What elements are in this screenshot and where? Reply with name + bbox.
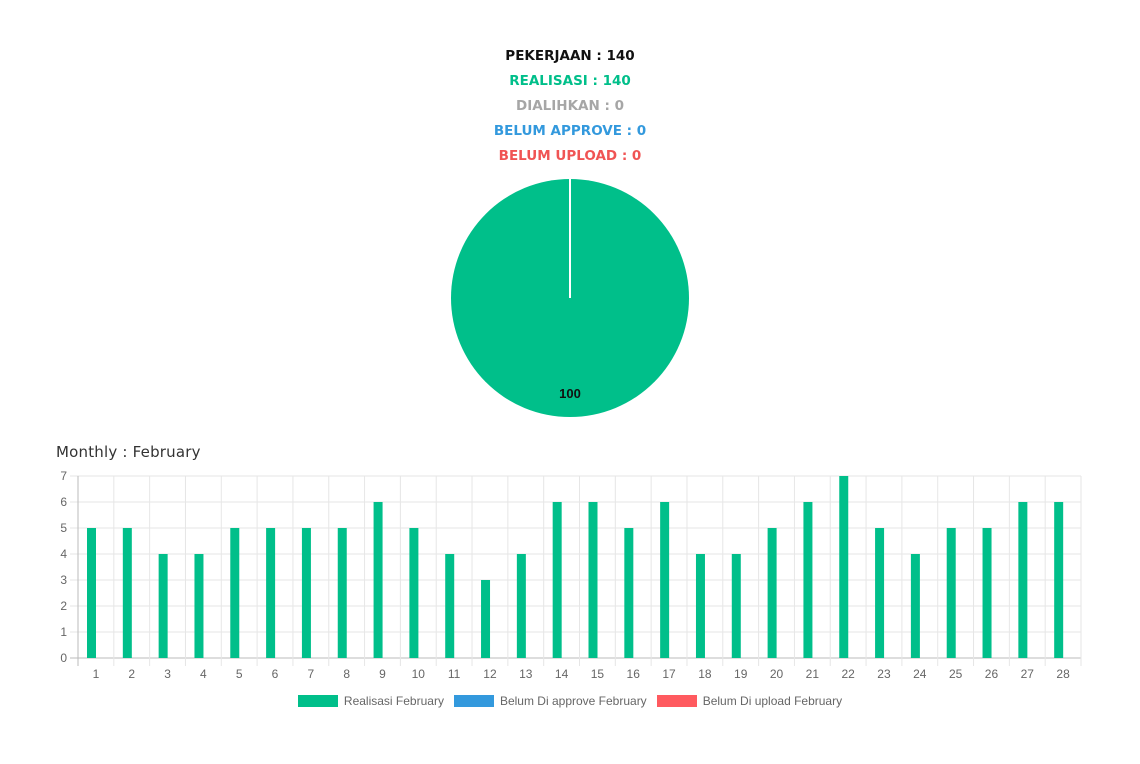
y-tick-label: 3 (60, 573, 67, 587)
x-tick-label: 22 (841, 667, 855, 681)
bar[interactable] (731, 554, 741, 658)
realisasi-count: REALISASI : 140 (509, 73, 631, 89)
bar[interactable] (910, 554, 920, 658)
bar[interactable] (409, 528, 419, 658)
bar[interactable] (301, 528, 311, 658)
bar[interactable] (230, 528, 240, 658)
bar[interactable] (194, 554, 204, 658)
y-tick-label: 6 (60, 495, 67, 509)
bar[interactable] (767, 528, 777, 658)
x-tick-label: 25 (949, 667, 963, 681)
bar[interactable] (122, 528, 132, 658)
bar[interactable] (158, 554, 168, 658)
bar[interactable] (266, 528, 276, 658)
chart-legend: Realisasi February Belum Di approve Febr… (0, 694, 1140, 708)
bar[interactable] (87, 528, 96, 658)
x-tick-label: 11 (448, 667, 461, 681)
y-tick-label: 0 (60, 651, 67, 665)
x-tick-label: 28 (1056, 667, 1070, 681)
legend-label-belum-approve: Belum Di approve February (499, 694, 647, 708)
legend-label-belum-upload: Belum Di upload February (702, 694, 843, 708)
bar[interactable] (1054, 502, 1064, 658)
x-tick-label: 24 (913, 667, 927, 681)
x-tick-label: 12 (483, 667, 497, 681)
bar[interactable] (624, 528, 634, 658)
x-tick-label: 8 (343, 667, 350, 681)
x-tick-label: 1 (93, 667, 100, 681)
y-tick-label: 7 (60, 469, 67, 483)
bar[interactable] (803, 502, 813, 658)
bar[interactable] (552, 502, 562, 658)
x-tick-label: 10 (412, 667, 426, 681)
x-tick-label: 26 (985, 667, 999, 681)
bar[interactable] (660, 502, 670, 658)
monthly-chart-title: Monthly : February (56, 443, 201, 461)
x-tick-label: 16 (627, 667, 641, 681)
bar[interactable] (337, 528, 347, 658)
summary-panel: PEKERJAAN : 140 REALISASI : 140 DIALIHKA… (0, 44, 1140, 169)
x-tick-label: 18 (698, 667, 712, 681)
x-tick-label: 5 (236, 667, 243, 681)
legend-item-belum-upload[interactable]: Belum Di upload February (656, 694, 843, 708)
legend-item-belum-approve[interactable]: Belum Di approve February (453, 694, 647, 708)
bar[interactable] (588, 502, 598, 658)
x-tick-label: 4 (200, 667, 207, 681)
legend-label-realisasi: Realisasi February (343, 694, 444, 708)
belum-upload-count: BELUM UPLOAD : 0 (498, 148, 642, 164)
bar[interactable] (1018, 502, 1028, 658)
pie-data-label: 100 (559, 386, 581, 401)
x-tick-label: 2 (128, 667, 135, 681)
bar[interactable] (946, 528, 956, 658)
y-tick-label: 2 (60, 599, 67, 613)
bar[interactable] (839, 476, 849, 658)
x-tick-label: 9 (379, 667, 386, 681)
belum-approve-count: BELUM APPROVE : 0 (493, 123, 647, 139)
y-tick-label: 4 (60, 547, 67, 561)
legend-swatch-belum-approve (453, 695, 494, 707)
dialihkan-count: DIALIHKAN : 0 (516, 98, 624, 114)
pekerjaan-count: PEKERJAAN : 140 (505, 48, 635, 64)
x-tick-label: 20 (770, 667, 784, 681)
bar[interactable] (481, 580, 491, 658)
pie-chart: 100 (451, 179, 689, 417)
x-tick-label: 15 (591, 667, 605, 681)
y-tick-label: 1 (60, 625, 67, 639)
x-tick-label: 21 (806, 667, 820, 681)
bar[interactable] (875, 528, 885, 658)
legend-item-realisasi[interactable]: Realisasi February (297, 694, 444, 708)
legend-swatch-realisasi (297, 695, 338, 707)
legend-swatch-belum-upload (656, 695, 697, 707)
bar[interactable] (695, 554, 705, 658)
x-tick-label: 6 (272, 667, 279, 681)
x-tick-label: 7 (307, 667, 314, 681)
x-tick-label: 13 (519, 667, 533, 681)
x-tick-label: 3 (164, 667, 171, 681)
bar[interactable] (982, 528, 992, 658)
bar[interactable] (445, 554, 455, 658)
x-tick-label: 17 (662, 667, 676, 681)
x-tick-label: 27 (1021, 667, 1035, 681)
x-tick-label: 23 (877, 667, 891, 681)
y-tick-label: 5 (60, 521, 67, 535)
x-tick-label: 19 (734, 667, 748, 681)
x-tick-label: 14 (555, 667, 569, 681)
bar[interactable] (516, 554, 526, 658)
bar[interactable] (373, 502, 383, 658)
